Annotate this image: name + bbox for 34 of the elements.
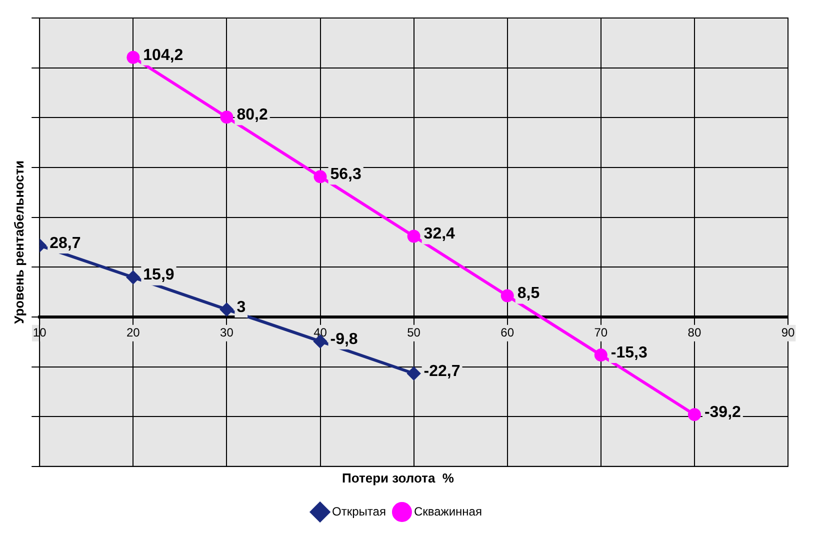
- x-tick-label: 20: [126, 325, 140, 340]
- point: [407, 230, 420, 243]
- data-label: -15,3: [610, 344, 648, 362]
- data-label: 28,7: [50, 234, 81, 252]
- x-tick-label: 50: [407, 325, 421, 340]
- point: [126, 50, 140, 64]
- data-label: 3: [236, 298, 246, 316]
- x-axis-title: Потери золота %: [342, 470, 454, 486]
- data-label: -39,2: [704, 404, 742, 421]
- x-tick-label: 60: [500, 325, 514, 340]
- point: [688, 408, 701, 422]
- x-tick-label: 40: [314, 325, 328, 340]
- point: [500, 289, 514, 302]
- data-label: 56,3: [330, 166, 362, 184]
- x-tick-label: 80: [688, 325, 702, 340]
- data-label: -9,8: [330, 330, 358, 348]
- x-tick-label: 70: [594, 325, 608, 340]
- x-tick-label: 30: [220, 325, 234, 340]
- point: [594, 348, 608, 362]
- point: [126, 270, 140, 284]
- point: [314, 170, 327, 184]
- data-label: 104,2: [143, 46, 184, 64]
- data-label: -22,7: [424, 362, 460, 380]
- point: [220, 302, 234, 316]
- legend-label: Скважинная: [414, 504, 482, 518]
- point: [407, 366, 420, 380]
- x-tick-label: 90: [781, 325, 795, 340]
- point: [220, 110, 234, 124]
- legend-label: Открытая: [332, 504, 386, 518]
- data-label: 80,2: [236, 106, 268, 124]
- data-label: 15,9: [143, 266, 174, 284]
- data-label: 8,5: [517, 285, 540, 302]
- data-label: 32,4: [424, 226, 456, 243]
- y-axis-title: Уровень рентабельности: [11, 160, 26, 324]
